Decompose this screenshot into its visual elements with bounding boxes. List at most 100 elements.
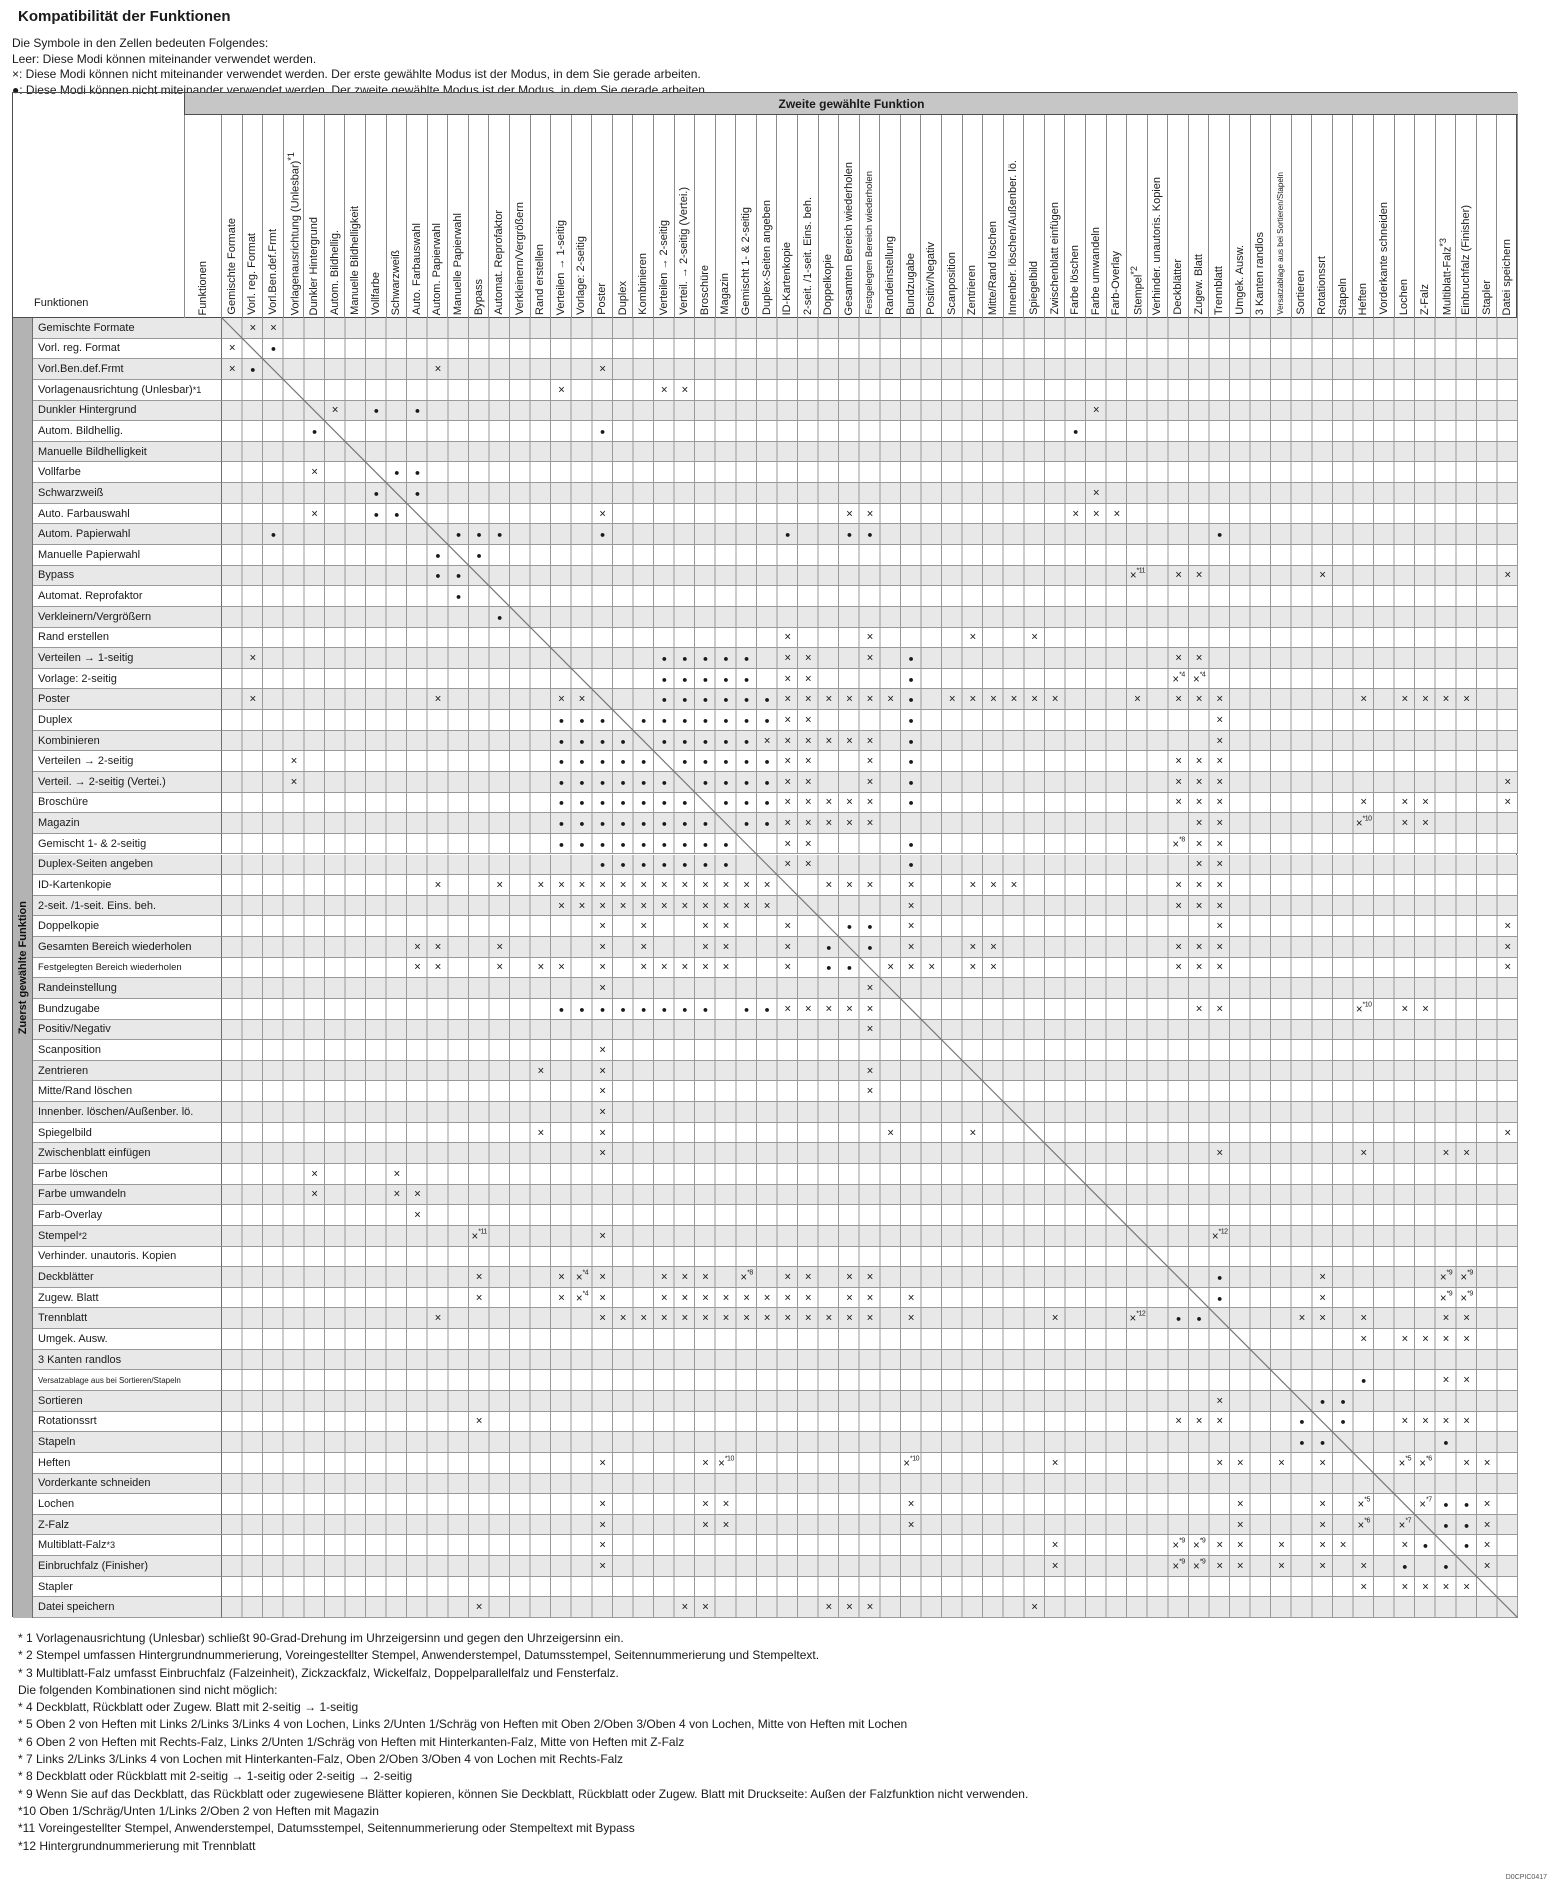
matrix-cell-16-37: × xyxy=(969,631,977,644)
matrix-cell-19-30: × xyxy=(825,693,833,706)
matrix-cell-49-60: × xyxy=(1442,1312,1450,1325)
matrix-cell-34-29: × xyxy=(804,1003,812,1016)
row-label-17: Verteilen → 1-seitig xyxy=(33,648,222,669)
matrix-cell-34-21: ● xyxy=(640,1004,647,1015)
row-label-47: Deckblätter xyxy=(33,1267,222,1288)
matrix-cell-19-11: × xyxy=(434,693,442,706)
matrix-cell-31-63: × xyxy=(1504,941,1512,954)
matrix-cell-24-26: ● xyxy=(743,797,750,808)
matrix-cell-47-19: × xyxy=(599,1271,606,1284)
matrix-cell-54-61: × xyxy=(1463,1415,1470,1428)
matrix-cell-28-18: × xyxy=(578,879,586,892)
col-header-49: Trennblatt xyxy=(1209,115,1230,318)
matrix-cell-54-58: × xyxy=(1401,1415,1409,1428)
matrix-cell-20-29: × xyxy=(804,714,812,727)
col-header-label: Verteilen → 2-seitig xyxy=(657,219,670,315)
col-header-label: Vorlagenausrichtung (Unlesbar)*1 xyxy=(285,151,302,315)
matrix-cell-27-28: × xyxy=(784,858,792,871)
matrix-cell-34-59: × xyxy=(1422,1003,1429,1016)
legend-line: Leer: Diese Modi können miteinander verw… xyxy=(12,51,317,66)
col-header-label: Positiv/Negativ xyxy=(925,242,938,315)
matrix-cell-19-59: × xyxy=(1422,693,1429,706)
matrix-row-20 xyxy=(222,710,1518,731)
col-header-63: Datei speichern xyxy=(1497,115,1518,318)
matrix-row-41 xyxy=(222,1143,1518,1165)
col-header-4: Vorlagenausrichtung (Unlesbar)*1 xyxy=(284,115,305,318)
row-label-10: Auto. Farbauswahl xyxy=(33,503,222,525)
matrix-cell-34-20: ● xyxy=(620,1004,626,1015)
col-header-label: Manuelle Bildhelligkeit xyxy=(349,206,362,315)
row-label-48: Zugew. Blatt xyxy=(33,1287,222,1309)
col-header-label: Multiblatt-Falz*3 xyxy=(1437,237,1454,315)
matrix-cell-45-13: ×*11 xyxy=(471,1228,488,1243)
matrix-cell-6-5: ● xyxy=(311,426,318,437)
matrix-cell-29-49: × xyxy=(1216,899,1224,912)
matrix-cell-50-61: × xyxy=(1463,1333,1470,1346)
matrix-cell-11-32: ● xyxy=(867,529,873,540)
matrix-cell-34-26: ● xyxy=(743,1004,750,1015)
matrix-cell-27-21: ● xyxy=(640,859,647,870)
matrix-cell-9-10: ● xyxy=(414,488,421,499)
matrix-cell-60-48: ×*9 xyxy=(1192,1537,1206,1553)
matrix-cell-25-20: ● xyxy=(620,818,626,829)
matrix-cell-23-32: × xyxy=(866,776,874,789)
matrix-cell-34-22: ● xyxy=(661,1004,667,1015)
matrix-cell-32-34: × xyxy=(907,961,915,974)
matrix-cell-19-31: × xyxy=(846,693,853,706)
matrix-cell-31-34: × xyxy=(907,941,915,954)
col-header-label: Verteilen → 1-seitig xyxy=(554,219,567,315)
matrix-cell-32-37: × xyxy=(969,961,977,974)
matrix-cell-49-28: × xyxy=(784,1312,792,1325)
col-header-44: Farb-Overlay xyxy=(1107,115,1128,318)
matrix-cell-48-17: × xyxy=(558,1291,565,1304)
matrix-cell-31-32: ● xyxy=(867,942,873,953)
matrix-cell-31-21: × xyxy=(640,941,648,954)
matrix-cell-10-31: × xyxy=(846,507,853,520)
matrix-cell-13-63: × xyxy=(1504,569,1512,582)
matrix-cell-32-28: × xyxy=(784,961,792,974)
matrix-cell-60-61: ● xyxy=(1463,1540,1470,1551)
matrix-cell-28-38: × xyxy=(990,879,997,892)
matrix-cell-25-28: × xyxy=(784,817,792,830)
row-label-9: Schwarzweiß xyxy=(33,483,222,504)
col-header-62: Stapler xyxy=(1477,115,1498,318)
matrix-cell-24-30: × xyxy=(825,796,833,809)
compatibility-table: Zweite gewählte Funktion Gemischte Forma… xyxy=(12,92,1518,1618)
matrix-cell-24-25: ● xyxy=(723,797,729,808)
matrix-cell-59-61: ● xyxy=(1463,1520,1470,1531)
matrix-cell-22-29: × xyxy=(804,755,812,768)
col-header-label: Randeinstellung xyxy=(884,236,897,315)
matrix-cell-25-22: ● xyxy=(661,818,667,829)
matrix-cell-31-38: × xyxy=(990,941,997,954)
matrix-cell-19-18: × xyxy=(578,693,586,706)
matrix-cell-32-24: × xyxy=(702,961,709,974)
matrix-row-27 xyxy=(222,854,1518,876)
matrix-cell-28-16: × xyxy=(537,879,545,892)
matrix-cell-31-48: × xyxy=(1195,941,1203,954)
matrix-cell-60-41: × xyxy=(1051,1539,1059,1552)
matrix-cell-24-49: × xyxy=(1216,796,1224,809)
col-header-52: Versatzablage aus bei Sortieren/Stapeln xyxy=(1271,115,1292,318)
matrix-cell-31-28: × xyxy=(784,941,792,954)
matrix-cell-55-60: ● xyxy=(1443,1437,1449,1448)
matrix-cell-49-20: × xyxy=(619,1312,627,1325)
matrix-cell-19-36: × xyxy=(948,693,956,706)
matrix-cell-20-25: ● xyxy=(723,715,729,726)
matrix-cell-41-49: × xyxy=(1216,1147,1224,1160)
matrix-cell-48-60: ×*9 xyxy=(1439,1289,1453,1305)
matrix-cell-24-17: ● xyxy=(558,797,565,808)
row-label-58: Lochen xyxy=(33,1494,222,1515)
matrix-cell-25-27: ● xyxy=(764,818,770,829)
matrix-cell-22-48: × xyxy=(1195,755,1203,768)
header-funktionen-cell: Funktionen xyxy=(184,115,222,318)
matrix-cell-47-22: × xyxy=(660,1271,668,1284)
matrix-cell-49-19: × xyxy=(599,1312,606,1325)
col-header-56: Heften xyxy=(1353,115,1374,318)
col-header-label: 3 Kanten randlos xyxy=(1254,231,1267,315)
matrix-cell-28-30: × xyxy=(825,879,833,892)
matrix-cell-21-26: ● xyxy=(743,736,750,746)
matrix-cell-29-27: × xyxy=(763,899,771,912)
matrix-cell-31-14: × xyxy=(496,941,504,954)
matrix-cell-11-14: ● xyxy=(496,529,503,540)
matrix-cell-34-48: × xyxy=(1195,1003,1203,1016)
